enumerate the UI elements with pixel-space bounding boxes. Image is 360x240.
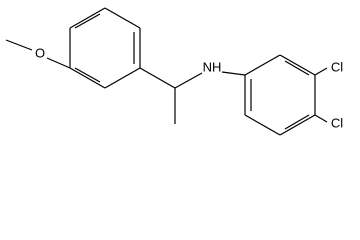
bonds [5,7,328,136]
bond [69,7,106,29]
double-bond [284,114,310,130]
atom-label: O [35,45,45,60]
bond [46,57,71,69]
bond [5,39,33,51]
bond [279,54,316,76]
bond [314,67,328,76]
atom-label: NH [203,59,222,74]
bond [244,54,281,76]
double-bond [74,13,101,29]
double-bond [74,67,101,83]
bond [69,67,106,89]
bond [314,114,328,123]
atom-label: Cl [331,59,343,74]
double-bond [284,60,310,76]
atom-label: Cl [331,115,343,130]
bond [279,114,316,136]
bond [221,71,246,76]
bond [104,67,141,89]
bond [244,114,281,136]
bond [104,7,141,29]
bond [174,72,203,89]
bond [139,67,176,89]
structure-diagram: O NH Cl Cl [5,7,343,136]
